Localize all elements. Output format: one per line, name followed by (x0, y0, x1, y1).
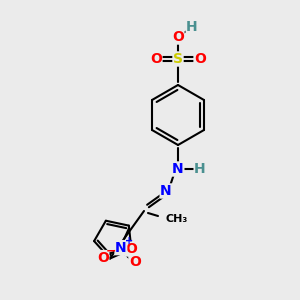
Text: +: + (125, 236, 133, 246)
Text: N: N (172, 162, 184, 176)
Text: N: N (160, 184, 172, 198)
Text: S: S (173, 52, 183, 66)
Text: CH₃: CH₃ (166, 214, 188, 224)
Text: O: O (129, 255, 141, 268)
Text: O: O (172, 30, 184, 44)
Text: O: O (125, 242, 137, 256)
Text: N: N (115, 241, 127, 255)
Text: −: − (106, 244, 116, 257)
Text: H: H (194, 162, 206, 176)
Text: O: O (194, 52, 206, 66)
Text: O: O (97, 250, 109, 265)
Text: O: O (150, 52, 162, 66)
Text: H: H (186, 20, 198, 34)
